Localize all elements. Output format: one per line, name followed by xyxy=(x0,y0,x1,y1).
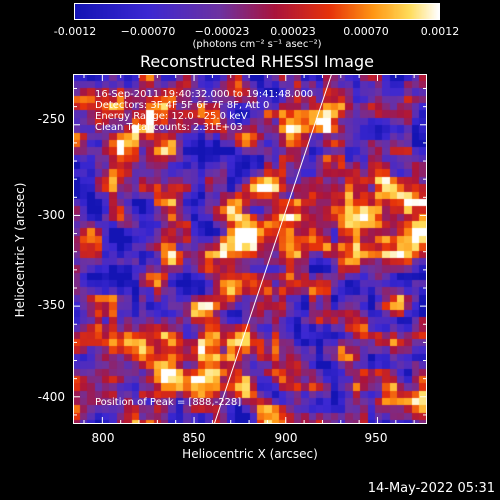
x-tick-label: 800 xyxy=(91,431,115,445)
colorbar-tick-label: −0.00070 xyxy=(120,25,176,38)
colorbar xyxy=(74,3,440,20)
colorbar-tick-label: 0.00023 xyxy=(270,25,316,38)
plot-title: Reconstructed RHESSI Image xyxy=(140,52,374,71)
y-axis-label: Heliocentric Y (arcsec) xyxy=(13,182,27,318)
plot-frame xyxy=(73,74,427,424)
colorbar-tick-label: 0.00070 xyxy=(343,25,389,38)
y-tick-label: -400 xyxy=(37,390,65,404)
x-axis-label: Heliocentric X (arcsec) xyxy=(182,447,318,461)
y-tick-label: -300 xyxy=(37,208,65,222)
solar-limb-line xyxy=(213,74,333,424)
y-tick-label: -350 xyxy=(37,298,65,312)
x-tick-label: 850 xyxy=(182,431,206,445)
x-tick-label: 900 xyxy=(274,431,298,445)
colorbar-tick-label: -0.0012 xyxy=(53,25,97,38)
plot-axes xyxy=(73,74,427,424)
datestamp: 14-May-2022 05:31 xyxy=(367,481,495,496)
x-tick-label: 950 xyxy=(364,431,388,445)
info-clean-counts: Clean Total counts: 2.31E+03 xyxy=(95,122,243,133)
rhessi-image-map xyxy=(73,74,427,424)
colorbar-tick-label: −0.00023 xyxy=(194,25,250,38)
info-detectors: Detectors: 3F 4F 5F 6F 7F 8F, Att 0 xyxy=(95,100,270,111)
info-time-range: 16-Sep-2011 19:40:32.000 to 19:41:48.000 xyxy=(95,89,314,100)
axis-ticks xyxy=(73,74,427,424)
y-tick-label: -250 xyxy=(37,112,65,126)
info-energy-range: Energy Range: 12.0 - 25.0 keV xyxy=(95,111,248,122)
colorbar-tick-label: 0.0012 xyxy=(420,25,460,38)
peak-position-label: Position of Peak = [888,-228] xyxy=(95,397,242,408)
colorbar-unit-label: (photons cm⁻² s⁻¹ asec⁻²) xyxy=(192,39,322,50)
